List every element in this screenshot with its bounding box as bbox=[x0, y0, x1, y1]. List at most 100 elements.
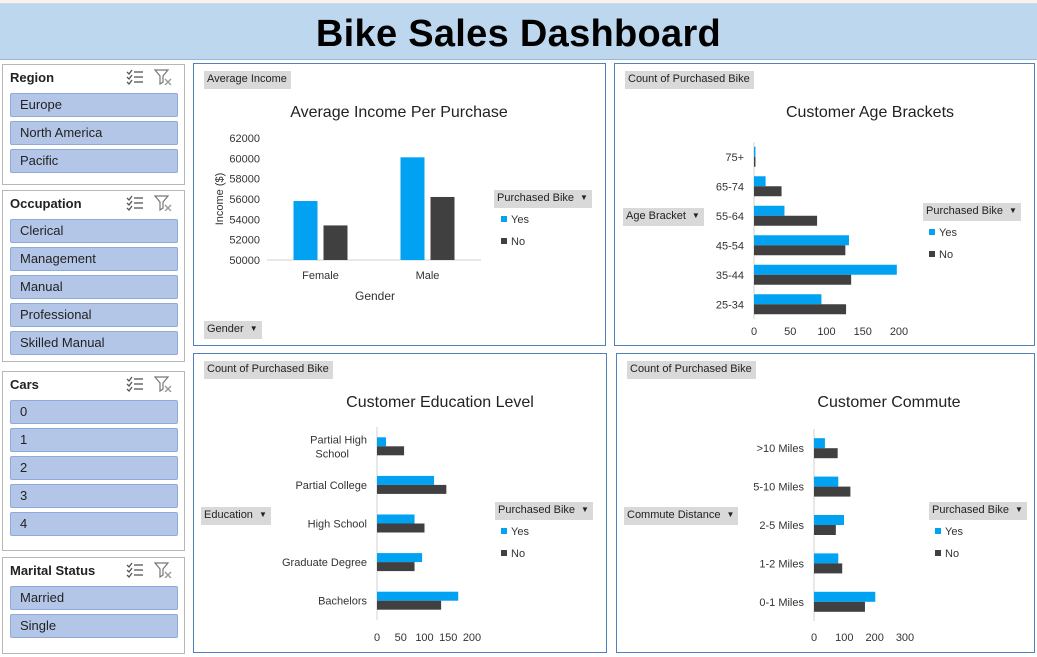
y-tick-label: 45-54 bbox=[716, 240, 744, 252]
value-field-button[interactable]: Count of Purchased Bike bbox=[204, 361, 333, 379]
bar-no bbox=[377, 523, 425, 533]
slicer-item-2[interactable]: 2 bbox=[10, 456, 178, 480]
legend-swatch bbox=[929, 251, 935, 257]
y-tick-label: 2-5 Miles bbox=[759, 520, 804, 532]
slicer-title: Cars bbox=[10, 377, 39, 392]
slicer-item-single[interactable]: Single bbox=[10, 614, 178, 638]
legend-label: No bbox=[945, 548, 959, 560]
bar-no bbox=[754, 186, 782, 197]
income-chart-panel: Average Income Gender ▼ Average Income Pe… bbox=[193, 63, 606, 346]
legend-label: Yes bbox=[945, 526, 963, 538]
slicer-item-professional[interactable]: Professional bbox=[10, 303, 178, 327]
axis-field-label: Education bbox=[204, 509, 253, 521]
multi-select-icon[interactable] bbox=[126, 195, 144, 211]
y-tick-label: 35-44 bbox=[716, 270, 744, 282]
slicer-item-europe[interactable]: Europe bbox=[10, 93, 178, 117]
value-field-button[interactable]: Count of Purchased Bike bbox=[625, 71, 754, 89]
bar-yes bbox=[754, 294, 822, 305]
x-tick-label: 100 bbox=[415, 632, 433, 644]
bar-no bbox=[814, 525, 836, 535]
legend-swatch bbox=[501, 216, 507, 222]
slicer-item-manual[interactable]: Manual bbox=[10, 275, 178, 299]
slicer-header: Region bbox=[3, 65, 184, 91]
dropdown-arrow-icon: ▼ bbox=[249, 324, 258, 333]
x-tick-label: 0 bbox=[751, 326, 757, 338]
slicer-item-1[interactable]: 1 bbox=[10, 428, 178, 452]
slicer-item-north-america[interactable]: North America bbox=[10, 121, 178, 145]
slicer-item-clerical[interactable]: Clerical bbox=[10, 219, 178, 243]
x-tick-label: 150 bbox=[854, 326, 872, 338]
legend-field-button[interactable]: Purchased Bike ▼ bbox=[495, 502, 593, 520]
legend-swatch bbox=[501, 238, 507, 244]
chart-title: Customer Education Level bbox=[346, 394, 534, 411]
axis-field-button[interactable]: Education ▼ bbox=[201, 507, 271, 525]
value-field-button[interactable]: Count of Purchased Bike bbox=[627, 361, 756, 379]
multi-select-icon[interactable] bbox=[126, 562, 144, 578]
y-tick-label: Graduate Degree bbox=[282, 557, 367, 569]
value-field-label: Count of Purchased Bike bbox=[628, 73, 750, 85]
legend-label: Yes bbox=[939, 227, 957, 239]
bar-yes bbox=[814, 438, 825, 449]
age-chart: Customer Age Brackets 0 50 100 150 200 25-34 35… bbox=[716, 104, 958, 338]
dropdown-arrow-icon: ▼ bbox=[258, 510, 267, 519]
legend-field-button[interactable]: Purchased Bike ▼ bbox=[923, 203, 1021, 221]
legend-label: No bbox=[511, 236, 525, 248]
x-tick-label: 0 bbox=[811, 632, 817, 644]
cars-slicer: Cars 0 1 2 3 4 bbox=[2, 371, 185, 551]
education-chart: Customer Education Level 0 50 100 150 200 Bach… bbox=[282, 394, 534, 644]
x-tick-label: 200 bbox=[865, 632, 883, 644]
bar-yes bbox=[377, 514, 415, 524]
y-axis-label: Income ($) bbox=[214, 173, 226, 226]
commute-chart: Customer Commute 0 100 200 300 0-1 Miles 1-2 M… bbox=[753, 394, 963, 644]
slicer-item-skilled-manual[interactable]: Skilled Manual bbox=[10, 331, 178, 355]
clear-filter-icon[interactable] bbox=[153, 376, 172, 393]
bar-no bbox=[377, 446, 405, 456]
bar-no bbox=[754, 215, 818, 226]
bar-no bbox=[377, 600, 442, 610]
multi-select-icon[interactable] bbox=[126, 376, 144, 392]
x-tick-label: 150 bbox=[439, 632, 457, 644]
x-tick-label: 200 bbox=[890, 326, 908, 338]
legend-field-button[interactable]: Purchased Bike ▼ bbox=[494, 190, 592, 208]
dropdown-arrow-icon: ▼ bbox=[1015, 505, 1023, 514]
clear-filter-icon[interactable] bbox=[153, 195, 172, 212]
chart-title: Customer Commute bbox=[817, 394, 960, 411]
bar-no bbox=[814, 601, 865, 612]
clear-filter-icon[interactable] bbox=[153, 562, 172, 579]
slicer-item-management[interactable]: Management bbox=[10, 247, 178, 271]
legend-swatch bbox=[929, 229, 935, 235]
slicer-item-0[interactable]: 0 bbox=[10, 400, 178, 424]
legend-label: Yes bbox=[511, 526, 529, 538]
legend-field-button[interactable]: Purchased Bike ▼ bbox=[929, 502, 1027, 520]
y-tick-label: Bachelors bbox=[318, 596, 367, 608]
bar-yes bbox=[293, 201, 318, 260]
clear-filter-icon[interactable] bbox=[153, 69, 172, 86]
value-field-label: Count of Purchased Bike bbox=[630, 363, 752, 375]
axis-field-button[interactable]: Gender ▼ bbox=[204, 321, 262, 339]
slicer-item-4[interactable]: 4 bbox=[10, 512, 178, 536]
y-tick-label: 56000 bbox=[229, 194, 260, 206]
bar-yes bbox=[754, 146, 756, 157]
x-tick-label: 300 bbox=[896, 632, 914, 644]
legend-field-label: Purchased Bike bbox=[497, 192, 575, 204]
slicer-title: Occupation bbox=[10, 196, 82, 211]
slicer-item-3[interactable]: 3 bbox=[10, 484, 178, 508]
y-tick-label: 5-10 Miles bbox=[753, 482, 804, 494]
slicer-item-married[interactable]: Married bbox=[10, 586, 178, 610]
x-tick-label: 100 bbox=[835, 632, 853, 644]
bar-yes bbox=[814, 591, 876, 602]
slicer-title: Region bbox=[10, 70, 55, 85]
slicer-item-pacific[interactable]: Pacific bbox=[10, 149, 178, 173]
bar-no bbox=[754, 245, 846, 256]
legend-swatch bbox=[501, 550, 507, 556]
multi-select-icon[interactable] bbox=[126, 69, 144, 85]
value-field-button[interactable]: Average Income bbox=[204, 71, 291, 89]
bar-yes bbox=[754, 264, 897, 275]
bar-yes bbox=[754, 205, 785, 216]
legend-label: Yes bbox=[511, 214, 529, 226]
axis-field-button[interactable]: Commute Distance ▼ bbox=[624, 507, 739, 525]
y-tick-label: 75+ bbox=[725, 152, 744, 164]
bar-yes bbox=[377, 591, 459, 601]
y-tick-label: 0-1 Miles bbox=[759, 597, 804, 609]
axis-field-button[interactable]: Age Bracket ▼ bbox=[623, 208, 704, 226]
